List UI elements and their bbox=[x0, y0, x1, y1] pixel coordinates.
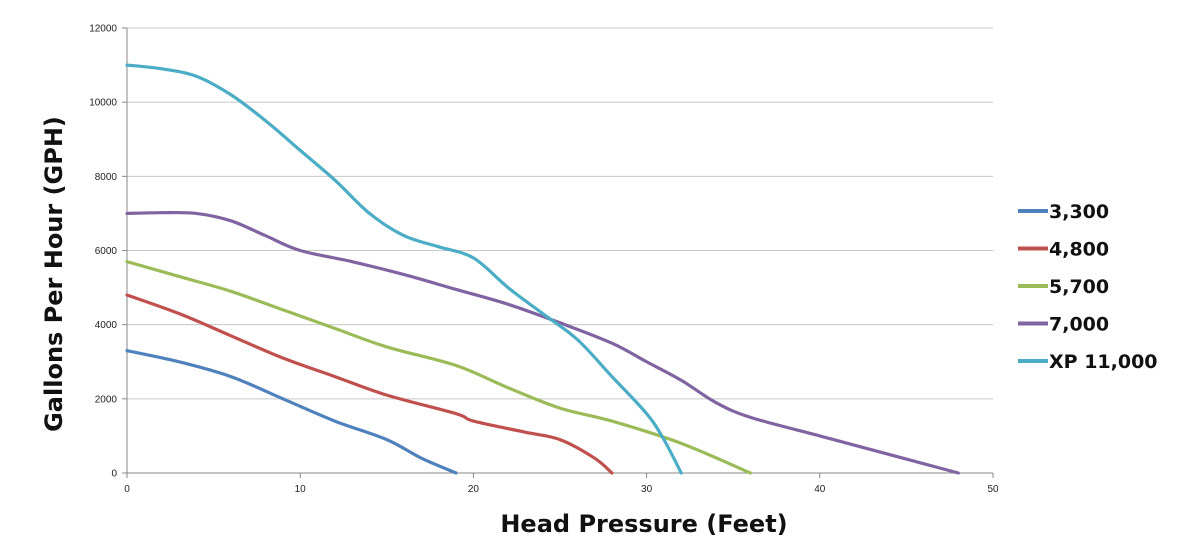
series-line-3 bbox=[125, 210, 960, 475]
x-tick-labels: 0 10 20 30 40 50 bbox=[124, 484, 999, 495]
x-tick-label: 0 bbox=[124, 484, 130, 495]
y-axis-title: Gallons Per Hour (GPH) bbox=[40, 116, 68, 432]
legend: 3,300 4,800 5,700 7,000 XP 11,000 bbox=[1018, 201, 1158, 373]
y-tick-label: 10000 bbox=[89, 98, 117, 109]
series-line-0 bbox=[125, 349, 458, 475]
y-tick-label: 12000 bbox=[89, 24, 117, 35]
x-tick-label: 50 bbox=[987, 484, 999, 495]
series-line-4 bbox=[125, 63, 683, 475]
series-line-2 bbox=[125, 260, 753, 475]
legend-label: 7,000 bbox=[1049, 314, 1109, 336]
y-tick-label: 6000 bbox=[95, 246, 118, 257]
y-tick-labels: 0 2000 4000 6000 8000 10000 12000 bbox=[89, 24, 117, 480]
x-tick-label: 40 bbox=[814, 484, 826, 495]
series-line-1 bbox=[125, 293, 614, 475]
x-axis-title: Head Pressure (Feet) bbox=[500, 510, 787, 538]
axes bbox=[126, 28, 994, 478]
x-tick-label: 20 bbox=[468, 484, 480, 495]
y-tick-label: 2000 bbox=[95, 394, 118, 405]
legend-label: 5,700 bbox=[1049, 276, 1109, 298]
y-tick-label: 0 bbox=[111, 469, 117, 480]
x-tick-label: 10 bbox=[295, 484, 307, 495]
y-tick-label: 4000 bbox=[95, 320, 118, 331]
legend-label: 3,300 bbox=[1049, 201, 1109, 223]
legend-label: XP 11,000 bbox=[1049, 351, 1158, 373]
legend-label: 4,800 bbox=[1049, 239, 1109, 261]
y-tick-label: 8000 bbox=[95, 172, 118, 183]
series-lines bbox=[125, 63, 960, 475]
x-tick-label: 30 bbox=[641, 484, 653, 495]
